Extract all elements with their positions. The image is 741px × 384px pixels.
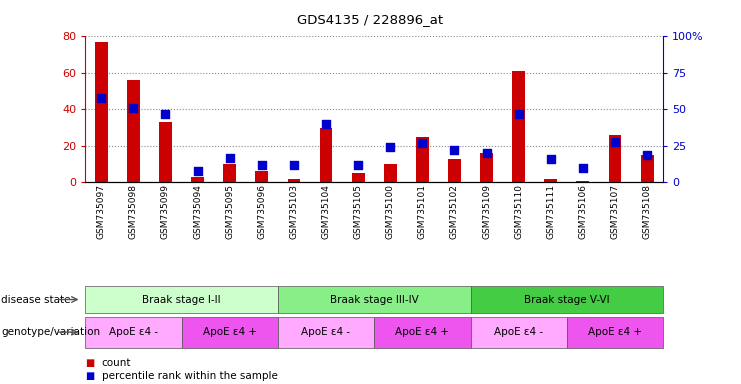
Text: GDS4135 / 228896_at: GDS4135 / 228896_at xyxy=(297,13,444,26)
Bar xyxy=(352,173,365,182)
Text: ApoE ε4 -: ApoE ε4 - xyxy=(109,327,158,337)
Text: ApoE ε4 -: ApoE ε4 - xyxy=(302,327,350,337)
Text: count: count xyxy=(102,358,131,368)
Point xyxy=(513,111,525,117)
Point xyxy=(416,140,428,146)
Text: ■: ■ xyxy=(85,358,94,368)
Bar xyxy=(448,159,461,182)
Point xyxy=(96,95,107,101)
Point xyxy=(352,162,364,168)
Text: Braak stage I-II: Braak stage I-II xyxy=(142,295,221,305)
Bar xyxy=(319,127,333,182)
Bar xyxy=(545,179,557,182)
Text: Braak stage III-IV: Braak stage III-IV xyxy=(330,295,419,305)
Bar xyxy=(256,171,268,182)
Bar xyxy=(480,153,493,182)
Point xyxy=(159,111,171,117)
Text: percentile rank within the sample: percentile rank within the sample xyxy=(102,371,277,381)
Bar xyxy=(384,164,396,182)
Bar xyxy=(223,164,236,182)
Bar xyxy=(191,177,204,182)
Point xyxy=(545,156,556,162)
Point xyxy=(288,162,300,168)
Point xyxy=(320,121,332,127)
Point xyxy=(448,147,460,153)
Text: ApoE ε4 -: ApoE ε4 - xyxy=(494,327,543,337)
Point xyxy=(127,105,139,111)
Bar xyxy=(608,135,622,182)
Bar xyxy=(288,179,300,182)
Bar xyxy=(127,80,140,182)
Bar xyxy=(576,180,589,182)
Point xyxy=(641,152,653,158)
Point xyxy=(609,139,621,145)
Bar xyxy=(512,71,525,182)
Point xyxy=(256,162,268,168)
Point xyxy=(577,165,589,171)
Text: Braak stage V-VI: Braak stage V-VI xyxy=(524,295,610,305)
Point xyxy=(385,144,396,151)
Text: disease state: disease state xyxy=(1,295,71,305)
Bar xyxy=(641,155,654,182)
Text: ApoE ε4 +: ApoE ε4 + xyxy=(203,327,256,337)
Bar xyxy=(95,42,107,182)
Bar xyxy=(159,122,172,182)
Bar xyxy=(416,137,429,182)
Text: ■: ■ xyxy=(85,371,94,381)
Text: ApoE ε4 +: ApoE ε4 + xyxy=(396,327,449,337)
Point xyxy=(224,154,236,161)
Point xyxy=(192,168,204,174)
Text: genotype/variation: genotype/variation xyxy=(1,327,101,337)
Point xyxy=(481,150,493,156)
Text: ApoE ε4 +: ApoE ε4 + xyxy=(588,327,642,337)
